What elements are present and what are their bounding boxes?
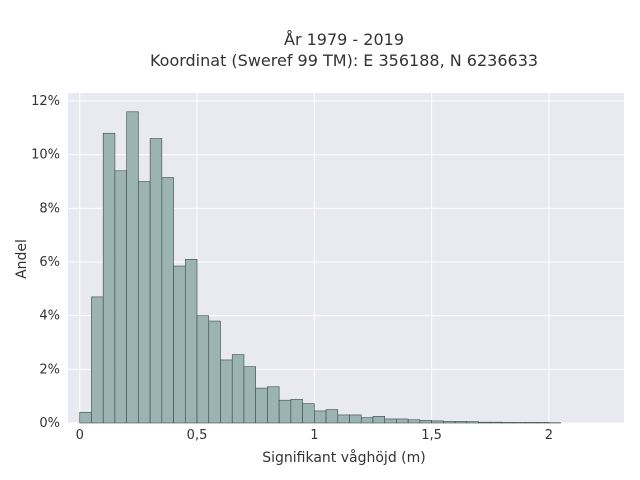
x-axis-label: Signifikant våghöjd (m) [262, 449, 425, 466]
histogram-bar [349, 414, 362, 424]
y-tick-label: 12% [31, 94, 60, 109]
y-tick-label: 2% [39, 362, 60, 377]
histogram-bar [161, 177, 174, 424]
y-axis-ticks: 0% 2% 4% 6% 8% 10% 12% [31, 94, 60, 431]
histogram-bar [255, 387, 268, 424]
chart-title-line2: Koordinat (Sweref 99 TM): E 356188, N 62… [150, 51, 538, 70]
histogram-bar [513, 422, 526, 424]
histogram-bar [184, 259, 198, 424]
histogram-bar [91, 296, 104, 424]
histogram-bar [302, 403, 315, 424]
histogram-bar [466, 421, 479, 424]
histogram-bar [384, 418, 397, 424]
histogram-bar [208, 320, 221, 424]
y-tick-label: 0% [39, 416, 60, 431]
histogram-bar [478, 421, 491, 424]
chart-title-line1: År 1979 - 2019 [284, 30, 404, 49]
histogram-bar [173, 265, 186, 424]
x-tick-label: 2 [545, 428, 553, 443]
histogram-bar [396, 418, 409, 424]
histogram-bar [314, 410, 327, 424]
histogram-bar [267, 386, 280, 424]
histogram-bar [102, 132, 116, 424]
histogram-bar [407, 419, 421, 424]
histogram-bar [419, 420, 432, 424]
histogram-bar [196, 315, 210, 424]
histogram-bar [454, 421, 468, 424]
histogram-bar [278, 399, 292, 424]
y-axis-label: Andel [14, 239, 30, 279]
x-tick-label: 1 [310, 428, 318, 443]
histogram-bar [536, 422, 550, 424]
histogram-bar [372, 415, 386, 424]
x-tick-label: 0 [76, 428, 84, 443]
histogram-bar [501, 422, 515, 424]
histogram-bar [79, 411, 92, 424]
histogram-bar [243, 366, 256, 424]
x-axis-ticks: 0 0,5 1 1,5 2 [76, 428, 553, 443]
histogram-bar [325, 409, 339, 424]
histogram-bar [138, 181, 151, 424]
histogram-bar [231, 354, 245, 424]
x-tick-label: 1,5 [421, 428, 442, 443]
y-tick-label: 8% [39, 201, 60, 216]
y-tick-label: 10% [31, 148, 60, 163]
y-tick-label: 4% [39, 309, 60, 324]
histogram-bar [443, 421, 456, 424]
histogram-bar [220, 359, 233, 424]
histogram-bar [489, 421, 503, 424]
x-tick-label: 0,5 [187, 428, 208, 443]
histogram-bar [337, 414, 350, 424]
y-tick-label: 6% [39, 255, 60, 270]
histogram-bar [149, 138, 163, 424]
histogram-bar [360, 417, 374, 424]
histogram-bar [525, 422, 538, 424]
histogram-bar [126, 111, 139, 424]
histogram-bars [79, 111, 561, 424]
histogram-bar [290, 399, 303, 424]
histogram-bar [431, 420, 444, 424]
histogram-bar [114, 170, 127, 424]
